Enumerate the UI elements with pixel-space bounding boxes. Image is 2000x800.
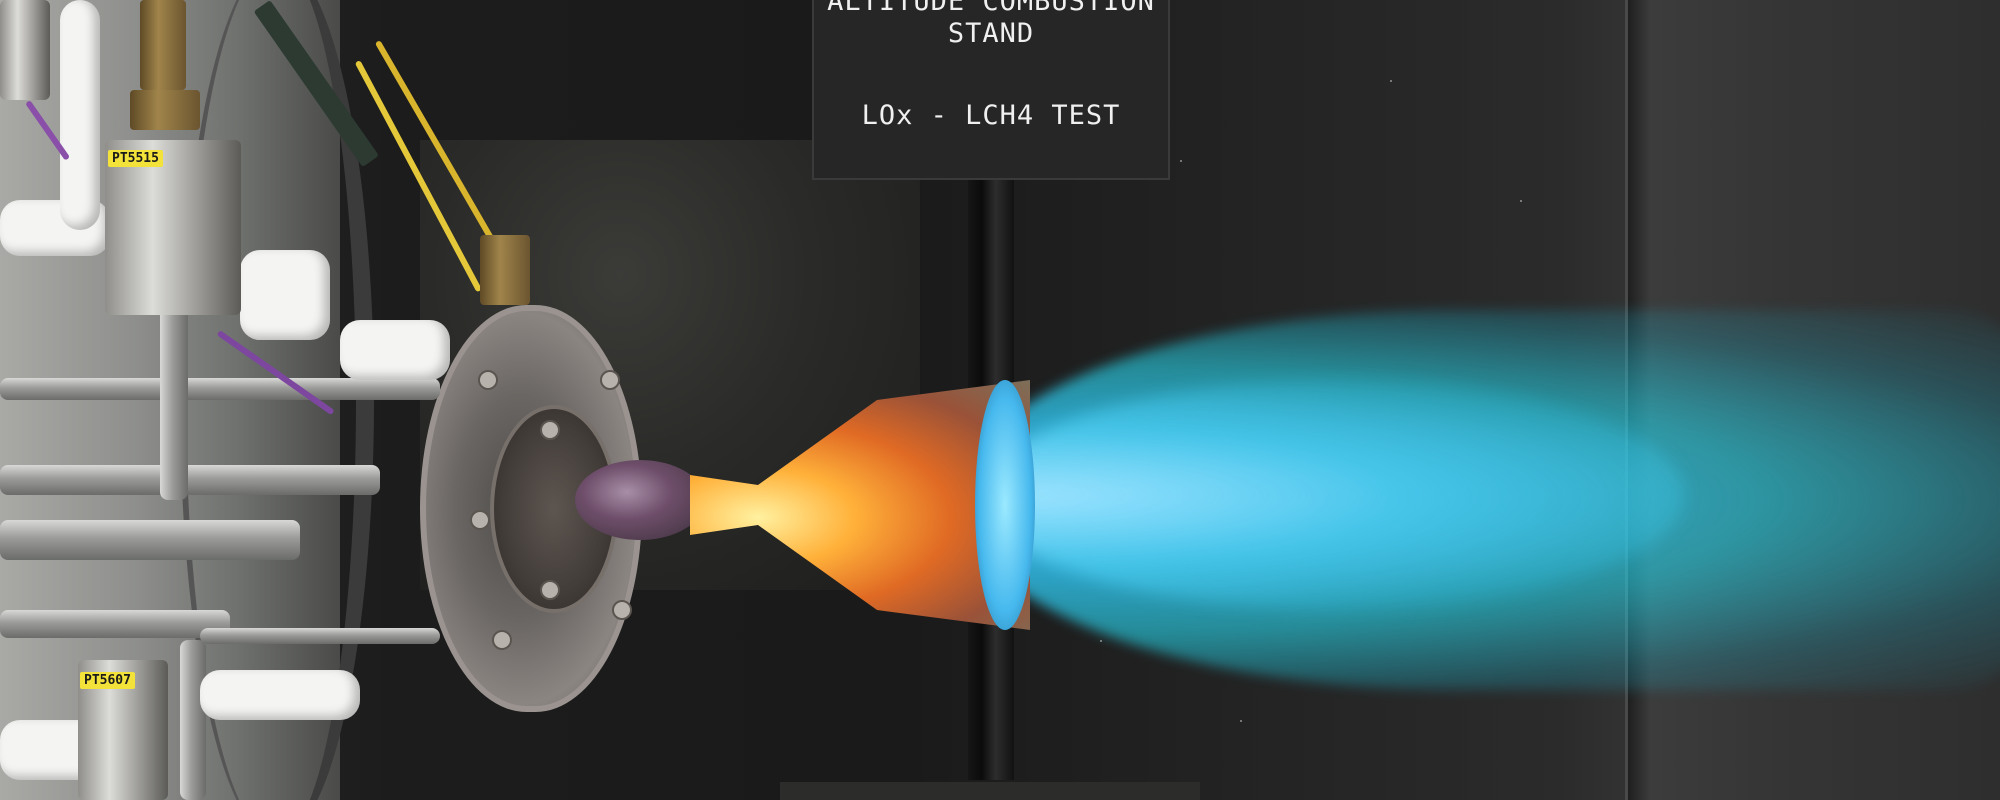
flange-bolt [600,370,620,390]
flange-bolt [540,420,560,440]
flange-bolt [478,370,498,390]
dust-speck [1180,160,1182,162]
floor-strip [780,782,1200,800]
test-stand-sign: ALTITUDE COMBUSTION STAND LOx - LCH4 TES… [812,0,1170,180]
pressure-transducer [105,140,241,315]
flange-bolt [612,600,632,620]
sign-line-1: ALTITUDE COMBUSTION [827,0,1155,17]
feed-pipe [200,628,440,644]
flange-bolt [492,630,512,650]
feed-pipe [0,465,380,495]
flange-bolt [540,580,560,600]
pressure-transducer [0,0,50,100]
feed-pipe-vertical [180,640,206,800]
feed-pipe [0,378,440,400]
feed-pipe [0,520,300,560]
sign-line-3: LOx - LCH4 TEST [861,100,1121,131]
dust-speck [1240,720,1242,722]
brass-fitting [480,235,530,305]
sign-line-2: STAND [947,18,1035,49]
feed-pipe-vertical [160,300,188,500]
insulated-hose [200,670,360,720]
insulated-hose [60,0,100,230]
exhaust-plume-core [985,380,1685,610]
brass-fitting [140,0,186,90]
sensor-tag-lower: PT5607 [80,672,135,689]
feed-pipe [0,610,230,638]
flange-bolt [470,510,490,530]
insulated-hose [240,250,330,340]
brass-fitting [130,90,200,130]
nozzle-exit [975,380,1035,630]
nozzle-throat [575,460,705,540]
dust-speck [1100,640,1102,642]
sensor-tag-upper: PT5515 [108,150,163,167]
dust-speck [1520,200,1522,202]
insulated-hose [340,320,450,380]
dust-speck [1390,80,1392,82]
